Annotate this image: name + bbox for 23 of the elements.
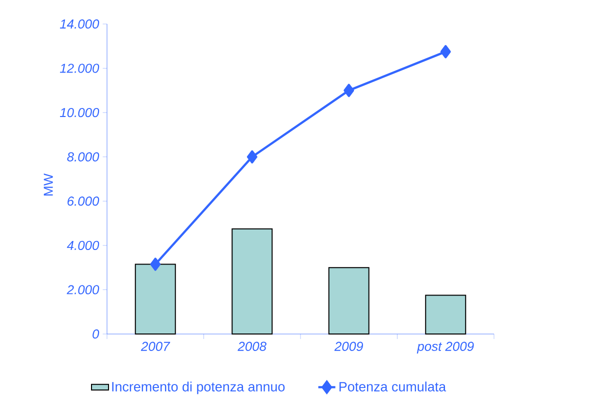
- legend-label: Incremento di potenza annuo: [112, 382, 285, 394]
- bar: [232, 228, 273, 334]
- y-tick-label: 2.000: [66, 285, 100, 294]
- x-tick-label: 2008: [238, 342, 266, 351]
- y-tick-label: 0: [92, 329, 100, 339]
- x-tick-label: 2007: [140, 342, 170, 351]
- y-tick-label: 10.000: [60, 108, 100, 118]
- x-tick-label: 2009: [334, 342, 364, 351]
- y-tick-label: 8.000: [67, 152, 100, 162]
- y-tick-label: 6.000: [68, 196, 100, 206]
- bar: [328, 267, 370, 334]
- y-tick-label: 12.000: [60, 64, 100, 73]
- point: [246, 150, 258, 164]
- point: [150, 258, 161, 271]
- y-axis-title: MW: [44, 174, 53, 196]
- legend-label: Potenza cumulata: [340, 382, 446, 392]
- y-tick-label: 14.000: [60, 19, 100, 29]
- point: [440, 45, 451, 58]
- x-tick-label: post 2009: [416, 342, 474, 354]
- y-tick-label: 4.000: [66, 240, 100, 250]
- point: [344, 84, 354, 98]
- bar: [425, 294, 466, 334]
- bar: [134, 264, 176, 334]
